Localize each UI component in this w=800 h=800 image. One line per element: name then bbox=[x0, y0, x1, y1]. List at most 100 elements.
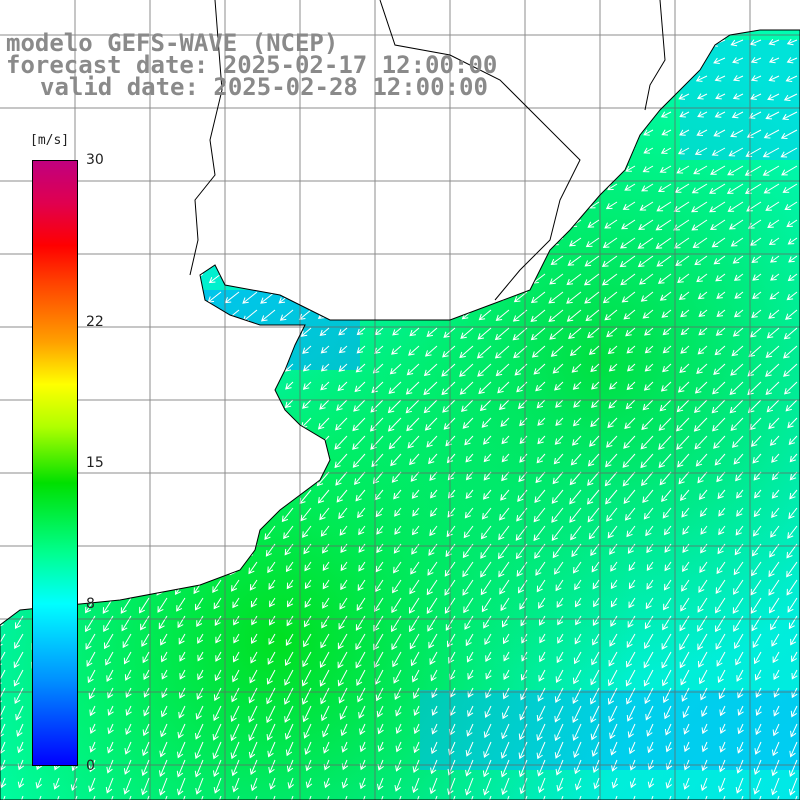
wind-arrow bbox=[376, 543, 384, 554]
wind-arrow bbox=[265, 183, 276, 190]
wind-arrow bbox=[638, 75, 654, 84]
wind-arrow bbox=[409, 633, 420, 650]
wind-arrow bbox=[246, 363, 258, 374]
wind-arrow bbox=[466, 723, 474, 737]
wind-arrow bbox=[627, 723, 636, 739]
wind-arrow bbox=[230, 723, 240, 742]
wind-arrow bbox=[337, 147, 348, 154]
wind-arrow bbox=[13, 651, 24, 669]
wind-arrow bbox=[352, 435, 366, 450]
wind-arrow bbox=[98, 219, 114, 230]
wind-arrow bbox=[266, 669, 276, 685]
wind-arrow bbox=[247, 183, 258, 190]
wind-arrow bbox=[79, 201, 96, 213]
wind-arrow bbox=[86, 561, 96, 575]
colorbar-units: [m/s] bbox=[30, 133, 70, 148]
wind-arrow bbox=[14, 633, 24, 649]
wind-arrow bbox=[155, 399, 168, 412]
wind-arrow bbox=[789, 741, 798, 758]
wind-arrow bbox=[104, 291, 114, 299]
wind-arrow bbox=[156, 219, 168, 228]
wind-arrow bbox=[555, 669, 564, 683]
colorbar-tick-label: 8 bbox=[86, 596, 95, 613]
wind-arrow bbox=[659, 93, 672, 101]
wind-arrow bbox=[122, 633, 132, 649]
wind-arrow bbox=[697, 471, 708, 484]
wind-arrow bbox=[736, 507, 744, 517]
wind-arrow bbox=[549, 147, 564, 156]
wind-arrow bbox=[538, 795, 546, 800]
wind-arrow bbox=[175, 255, 186, 263]
wind-arrow bbox=[496, 183, 510, 192]
wind-arrow bbox=[377, 741, 384, 753]
wind-arrow bbox=[643, 507, 654, 520]
wind-arrow bbox=[642, 399, 654, 411]
wind-arrow bbox=[0, 633, 6, 648]
wind-arrow bbox=[121, 561, 132, 577]
wind-arrow bbox=[232, 669, 240, 683]
wind-arrow bbox=[141, 507, 150, 518]
wind-arrow bbox=[501, 453, 510, 463]
wind-arrow bbox=[0, 147, 6, 154]
wind-arrow bbox=[480, 525, 492, 540]
wind-arrow bbox=[572, 381, 582, 390]
wind-arrow bbox=[718, 759, 726, 773]
wind-arrow bbox=[301, 669, 312, 687]
wind-arrow bbox=[409, 453, 420, 466]
forecast-date-text: forecast date: 2025-02-17 12:00:00 bbox=[6, 51, 498, 79]
wind-arrow bbox=[213, 777, 222, 794]
colorbar bbox=[32, 160, 78, 766]
wind-arrow bbox=[554, 561, 564, 575]
wind-arrow bbox=[410, 309, 420, 318]
wind-arrow bbox=[96, 183, 114, 194]
wind-arrow bbox=[197, 669, 204, 681]
wind-arrow bbox=[517, 237, 528, 245]
wind-arrow bbox=[727, 201, 744, 212]
wind-arrow bbox=[0, 255, 6, 268]
wind-arrow bbox=[0, 201, 6, 210]
wind-arrow bbox=[0, 795, 7, 800]
wind-arrow bbox=[332, 201, 348, 212]
wind-arrow bbox=[591, 399, 600, 408]
wind-arrow bbox=[355, 489, 366, 502]
wind-arrow bbox=[322, 723, 330, 738]
wind-arrow bbox=[231, 435, 240, 445]
wind-arrow bbox=[157, 525, 168, 539]
wind-arrow bbox=[590, 705, 600, 723]
wind-arrow bbox=[248, 687, 258, 704]
wind-arrow bbox=[569, 471, 582, 486]
wind-arrow bbox=[408, 597, 420, 614]
wind-arrow bbox=[246, 165, 258, 173]
wind-arrow bbox=[647, 741, 654, 754]
wind-arrow bbox=[141, 489, 150, 499]
wind-arrow bbox=[498, 525, 510, 541]
wind-arrow bbox=[35, 777, 43, 789]
wind-arrow bbox=[356, 669, 366, 686]
wind-arrow bbox=[263, 147, 276, 155]
wind-arrow bbox=[601, 255, 618, 267]
wind-arrow bbox=[780, 129, 798, 139]
wind-arrow bbox=[529, 75, 546, 84]
wind-arrow bbox=[369, 165, 384, 174]
wind-arrow bbox=[607, 525, 618, 539]
wind-arrow bbox=[227, 165, 240, 173]
wind-arrow bbox=[0, 57, 6, 67]
wind-arrow bbox=[115, 147, 132, 157]
wind-arrow bbox=[152, 111, 168, 120]
wind-arrow bbox=[213, 759, 222, 777]
wind-arrow bbox=[229, 201, 240, 208]
wind-arrow bbox=[394, 687, 402, 700]
wind-arrow bbox=[171, 363, 186, 377]
wind-arrow bbox=[733, 273, 744, 281]
wind-arrow bbox=[531, 57, 546, 65]
wind-arrow bbox=[285, 561, 294, 573]
wind-arrow bbox=[497, 57, 510, 64]
wind-arrow bbox=[284, 723, 294, 740]
wind-arrow bbox=[368, 183, 384, 193]
wind-arrow bbox=[191, 381, 204, 393]
wind-arrow bbox=[557, 615, 564, 626]
wind-arrow bbox=[637, 237, 654, 249]
wind-arrow bbox=[83, 363, 96, 375]
wind-arrow bbox=[439, 183, 456, 194]
wind-arrow bbox=[359, 777, 366, 790]
